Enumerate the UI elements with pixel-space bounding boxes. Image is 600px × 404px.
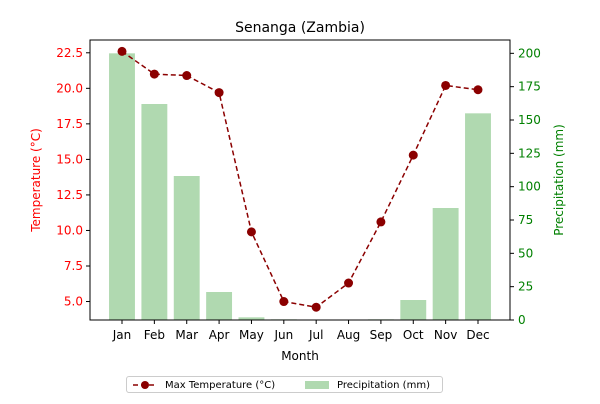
precip-bar-apr <box>206 292 232 320</box>
right-tick-label: 0 <box>518 313 526 327</box>
temperature-line <box>118 47 483 312</box>
x-tick-label: Dec <box>466 328 489 342</box>
legend-label-precipitation: Precipitation (mm) <box>337 380 430 391</box>
legend-line-marker-icon <box>131 378 159 392</box>
left-tick-label: 7.5 <box>64 259 83 273</box>
right-tick-label: 100 <box>518 180 541 194</box>
temp-point-feb <box>150 70 159 79</box>
x-tick-label: May <box>239 328 264 342</box>
precip-bar-nov <box>433 208 459 320</box>
legend-label-temperature: Max Temperature (°C) <box>165 380 275 391</box>
precip-bar-oct <box>400 300 426 320</box>
x-tick-label: Nov <box>434 328 457 342</box>
precipitation-bars <box>109 53 491 320</box>
left-tick-label: 12.5 <box>56 188 83 202</box>
right-tick-label: 125 <box>518 146 541 160</box>
left-axis-ticks: 5.0 7.5 10.0 12.5 15.0 17.5 20.0 22.5 <box>56 46 90 309</box>
right-tick-label: 150 <box>518 113 541 127</box>
temp-point-mar <box>182 71 191 80</box>
right-axis-label: Precipitation (mm) <box>552 124 566 236</box>
temp-point-dec <box>474 85 483 94</box>
right-tick-label: 175 <box>518 80 541 94</box>
legend-item-temperature: Max Temperature (°C) <box>131 378 275 392</box>
right-tick-label: 75 <box>518 213 533 227</box>
x-tick-label: Jul <box>308 328 323 342</box>
temp-point-jun <box>279 297 288 306</box>
temp-point-jan <box>118 47 127 56</box>
temp-point-apr <box>215 88 224 97</box>
right-tick-label: 25 <box>518 280 533 294</box>
precip-bar-feb <box>141 104 167 320</box>
temp-point-jul <box>312 303 321 312</box>
x-tick-label: Jan <box>112 328 132 342</box>
x-axis-ticks: Jan Feb Mar Apr May Jun Jul Aug Sep Oct Nov Dec <box>112 320 490 342</box>
precip-bar-jan <box>109 53 135 320</box>
temp-point-may <box>247 227 256 236</box>
temp-point-aug <box>344 279 353 288</box>
legend: Max Temperature (°C) Precipitation (mm) <box>126 376 443 393</box>
left-tick-label: 20.0 <box>56 81 83 95</box>
left-tick-label: 15.0 <box>56 152 83 166</box>
x-tick-label: Apr <box>209 328 230 342</box>
left-tick-label: 5.0 <box>64 295 83 309</box>
legend-item-precipitation: Precipitation (mm) <box>303 378 430 392</box>
x-tick-label: Sep <box>370 328 393 342</box>
right-tick-label: 200 <box>518 46 541 60</box>
precip-bar-mar <box>174 176 200 320</box>
legend-bar-swatch-icon <box>303 378 331 392</box>
x-axis-label: Month <box>281 349 319 363</box>
precip-bar-dec <box>465 113 491 320</box>
x-tick-label: Feb <box>144 328 165 342</box>
x-tick-label: Jun <box>273 328 293 342</box>
left-tick-label: 17.5 <box>56 117 83 131</box>
temp-point-oct <box>409 151 418 160</box>
right-tick-label: 50 <box>518 246 533 260</box>
left-tick-label: 10.0 <box>56 223 83 237</box>
left-axis-label: Temperature (°C) <box>29 128 43 233</box>
x-tick-label: Oct <box>403 328 424 342</box>
right-axis-ticks: 0 25 50 75 100 125 150 175 200 <box>510 46 541 327</box>
chart-title: Senanga (Zambia) <box>235 20 365 36</box>
x-tick-label: Mar <box>175 328 198 342</box>
temp-point-nov <box>441 81 450 90</box>
left-tick-label: 22.5 <box>56 46 83 60</box>
x-tick-label: Aug <box>337 328 360 342</box>
temp-point-sep <box>376 217 385 226</box>
